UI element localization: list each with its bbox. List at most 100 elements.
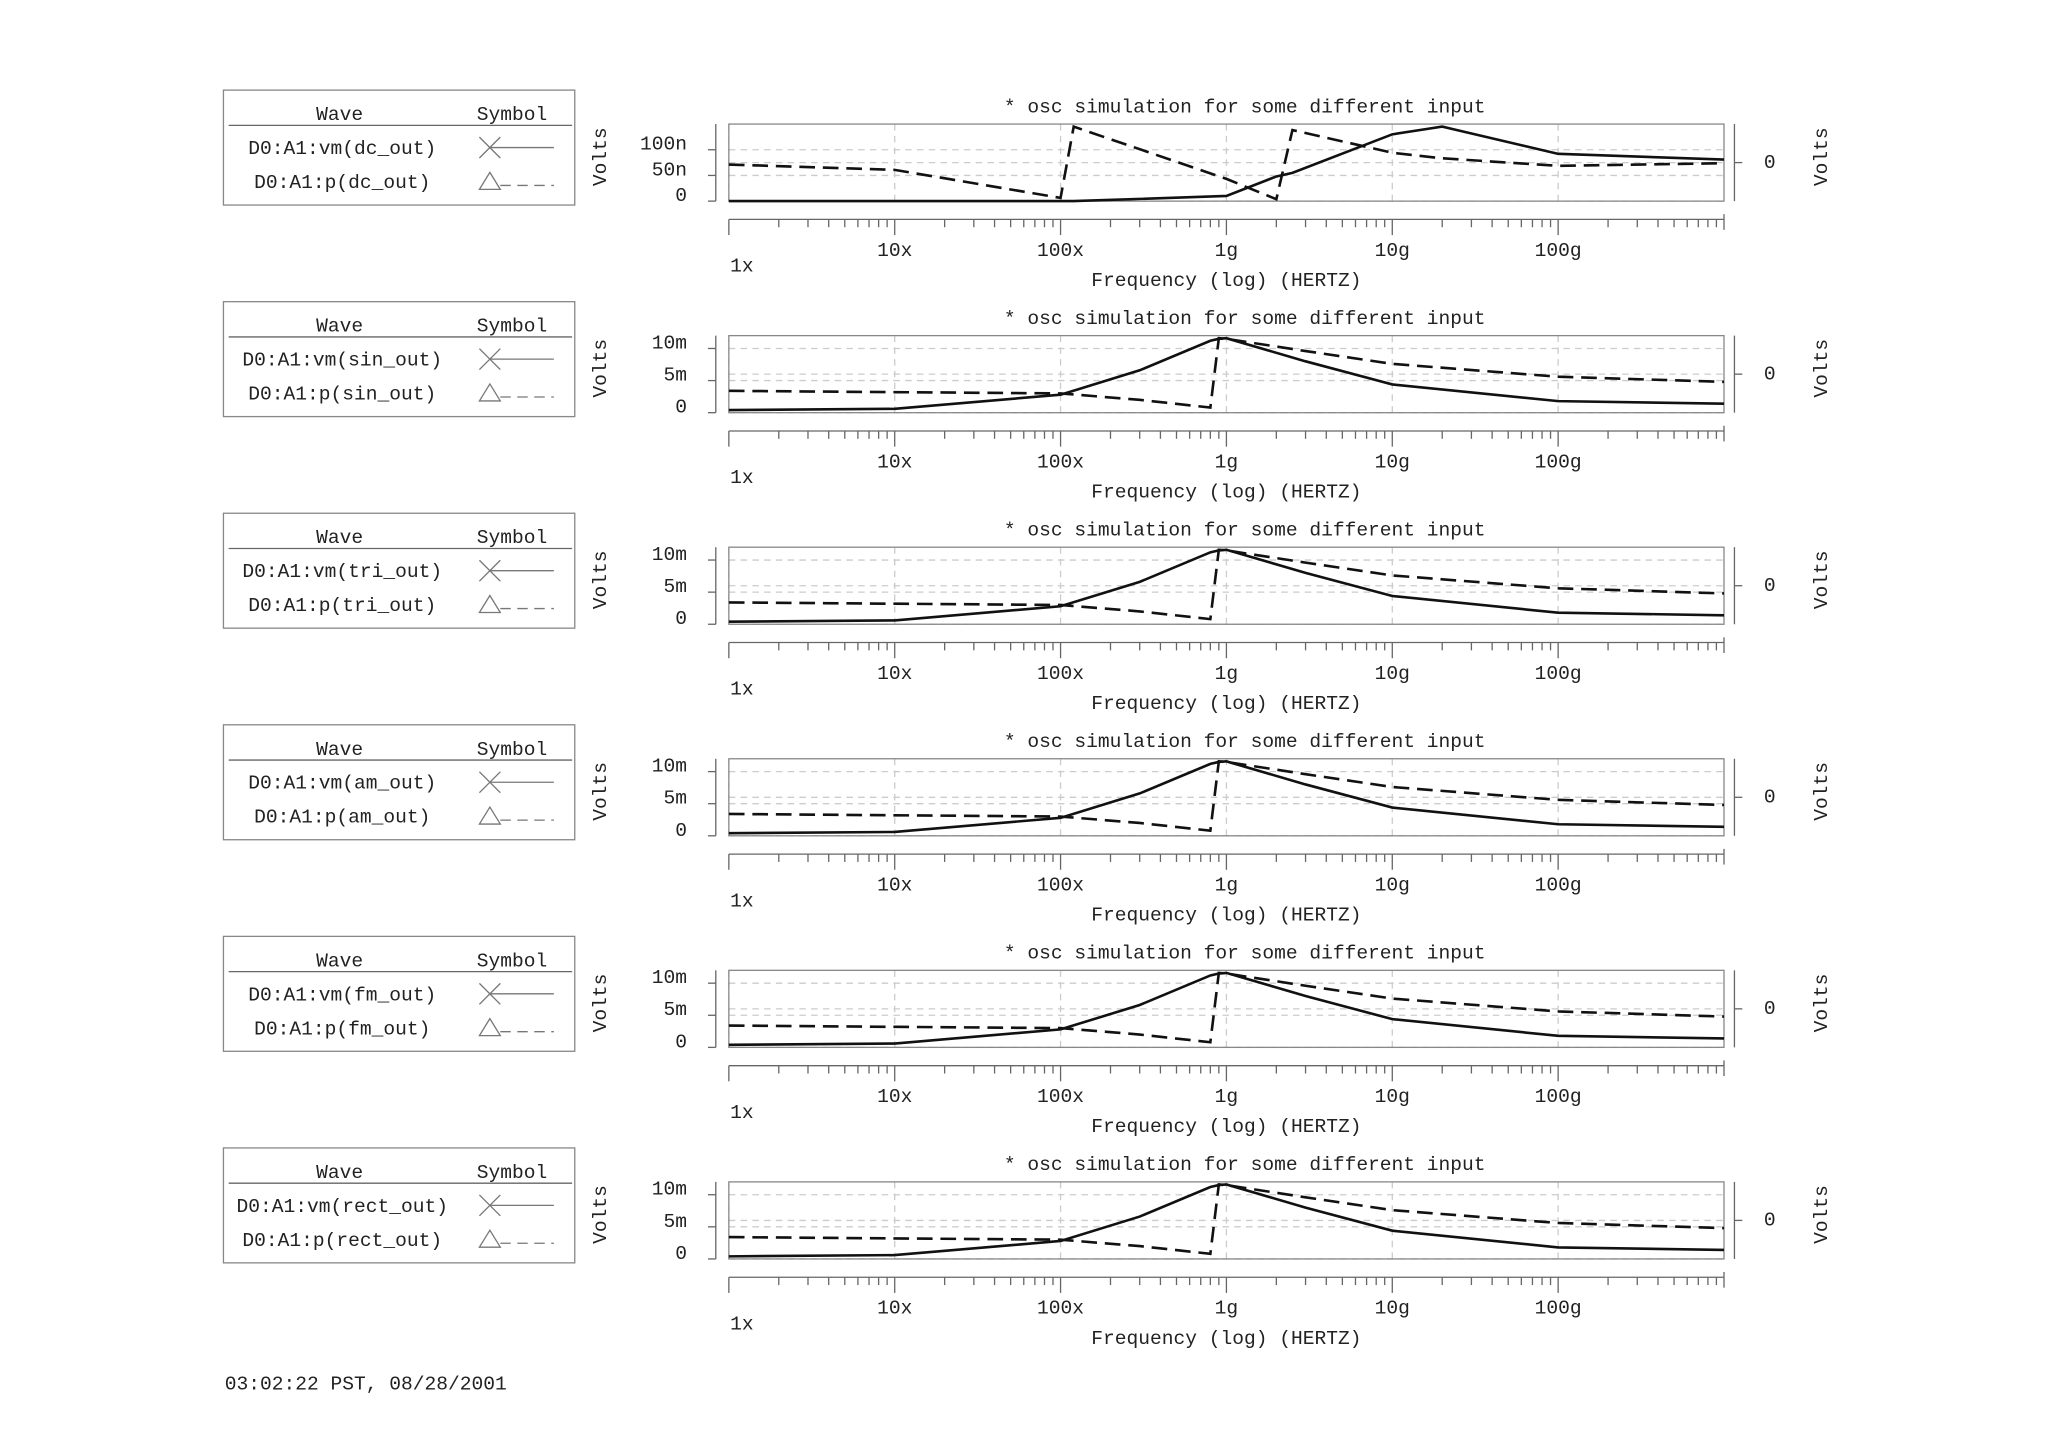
x-tick-label: 100x [1037, 240, 1084, 262]
y-tick-label: 10m [652, 967, 687, 989]
y2-tick-label: 0 [1764, 998, 1776, 1020]
x-tick-label: 100x [1037, 1086, 1084, 1108]
legend-label: D0:A1:vm(sin_out) [242, 350, 442, 372]
series-line [728, 759, 1725, 833]
x-tick-label: 1x [730, 1102, 754, 1124]
chart-title: * osc simulation for some different inpu… [1004, 943, 1486, 965]
chart-title: * osc simulation for some different inpu… [1004, 1154, 1486, 1176]
y-axis-label: Volts [590, 762, 612, 821]
series-line [728, 548, 1725, 621]
plot-frame [728, 334, 1725, 414]
legend-symbol [478, 1228, 502, 1248]
x-tick-label: 100g [1535, 663, 1582, 685]
x-tick-label: 100x [1037, 1298, 1084, 1320]
legend-label: D0:A1:p(fm_out) [254, 1018, 430, 1040]
x-tick-label: 10g [1375, 875, 1410, 897]
y2-axis-label: Volts [1811, 762, 1833, 821]
x-tick-label: 1g [1215, 1086, 1239, 1108]
y-tick-label: 5m [664, 365, 688, 387]
legend-header: Wave [316, 1162, 363, 1184]
legend-box [222, 89, 576, 206]
x-tick-label: 100g [1535, 451, 1582, 473]
chart-title: * osc simulation for some different inpu… [1004, 308, 1486, 330]
x-tick-label: 100g [1535, 1086, 1582, 1108]
x-tick-label: 1x [730, 467, 754, 489]
legend-label: D0:A1:vm(am_out) [248, 773, 436, 795]
y2-tick-label: 0 [1764, 575, 1776, 597]
plot-frame [728, 1181, 1725, 1260]
x-tick-label: 1x [730, 1313, 754, 1335]
chart-title: * osc simulation for some different inpu… [1004, 96, 1486, 118]
series-line [728, 124, 1725, 201]
y-axis-label: Volts [590, 550, 612, 609]
x-tick-label: 1x [730, 679, 754, 701]
x-tick-label: 10x [877, 1086, 912, 1108]
legend-box [222, 724, 576, 841]
legend-header: Symbol [477, 1162, 548, 1184]
y2-tick-label: 0 [1764, 363, 1776, 385]
chart-title: * osc simulation for some different inpu… [1004, 731, 1486, 753]
x-tick-label: 10g [1375, 1298, 1410, 1320]
y-tick-label: 5m [664, 576, 688, 598]
x-tick-label: 10g [1375, 1086, 1410, 1108]
legend-header: Symbol [477, 950, 548, 972]
y-tick-label: 0 [675, 820, 687, 842]
legend-header: Wave [316, 527, 363, 549]
legend-label: D0:A1:vm(rect_out) [237, 1196, 448, 1218]
x-tick-label: 1g [1215, 875, 1239, 897]
x-tick-label: 10x [877, 663, 912, 685]
x-tick-label: 1g [1215, 663, 1239, 685]
x-tick-label: 1g [1215, 1298, 1239, 1320]
plot-frame [728, 758, 1725, 837]
y2-tick-label: 0 [1764, 152, 1776, 174]
legend-header: Symbol [477, 316, 548, 338]
legend-symbol [478, 382, 502, 402]
y-tick-label: 10m [652, 756, 687, 778]
legend-symbol [478, 171, 502, 191]
y-tick-label: 10m [652, 1179, 687, 1201]
y-axis-label: Volts [590, 1185, 612, 1244]
legend-header: Wave [316, 104, 363, 126]
y2-axis-label: Volts [1811, 974, 1833, 1033]
plot-frame [728, 546, 1725, 625]
y2-axis-label: Volts [1811, 1185, 1833, 1244]
plot-frame [728, 969, 1725, 1049]
x-axis-label: Frequency (log) (HERTZ) [1091, 905, 1361, 927]
legend-box [222, 512, 576, 629]
x-tick-label: 1g [1215, 240, 1239, 262]
y2-axis-label: Volts [1811, 339, 1833, 398]
legend-header: Symbol [477, 527, 548, 549]
legend-symbol [478, 1017, 502, 1037]
legend-label: D0:A1:vm(dc_out) [248, 138, 436, 160]
y2-tick-label: 0 [1764, 1210, 1776, 1232]
x-tick-label: 10x [877, 875, 912, 897]
y-tick-label: 0 [675, 608, 687, 630]
y-axis-label: Volts [590, 127, 612, 186]
series-line [728, 336, 1725, 409]
chart-title: * osc simulation for some different inpu… [1004, 519, 1486, 541]
legend-box [222, 301, 576, 418]
x-tick-label: 100g [1535, 240, 1582, 262]
y-tick-label: 10m [652, 332, 687, 354]
legend-header: Symbol [477, 104, 548, 126]
y-axis-label: Volts [590, 339, 612, 398]
x-axis-label: Frequency (log) (HERTZ) [1091, 693, 1361, 715]
y-tick-label: 0 [675, 185, 687, 207]
x-axis-label: Frequency (log) (HERTZ) [1091, 1328, 1361, 1350]
x-tick-label: 1g [1215, 451, 1239, 473]
series-line [728, 125, 1725, 203]
legend-symbol [478, 594, 502, 614]
y-tick-label: 5m [664, 1211, 688, 1233]
legend-box [222, 935, 576, 1052]
legend-label: D0:A1:p(sin_out) [248, 384, 436, 406]
x-tick-label: 10g [1375, 240, 1410, 262]
legend-label: D0:A1:vm(fm_out) [248, 984, 436, 1006]
x-tick-label: 1x [730, 256, 754, 278]
x-tick-label: 10g [1375, 663, 1410, 685]
y2-axis-label: Volts [1811, 550, 1833, 609]
legend-label: D0:A1:p(am_out) [254, 807, 430, 829]
plot-frame [728, 123, 1725, 202]
series-line [728, 1183, 1725, 1256]
